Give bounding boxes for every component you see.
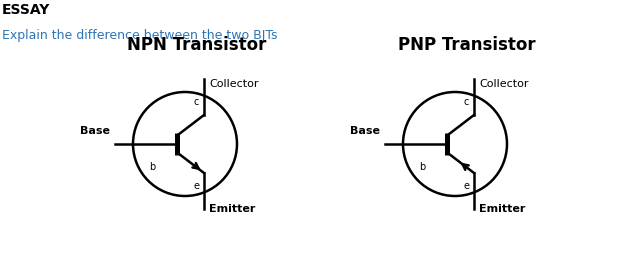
Text: c: c [463,97,469,107]
Text: Emitter: Emitter [209,204,255,214]
Text: e: e [193,181,199,191]
Text: c: c [193,97,199,107]
Text: ESSAY: ESSAY [2,3,50,17]
Text: NPN Transistor: NPN Transistor [127,36,266,54]
Text: b: b [149,162,155,172]
Text: b: b [419,162,425,172]
Text: Collector: Collector [479,79,528,89]
Text: Base: Base [350,126,380,136]
Text: Base: Base [80,126,110,136]
Text: e: e [463,181,469,191]
Text: PNP Transistor: PNP Transistor [398,36,536,54]
Text: Emitter: Emitter [479,204,525,214]
Text: Collector: Collector [209,79,258,89]
Text: Explain the difference between the two BJTs: Explain the difference between the two B… [2,29,278,42]
